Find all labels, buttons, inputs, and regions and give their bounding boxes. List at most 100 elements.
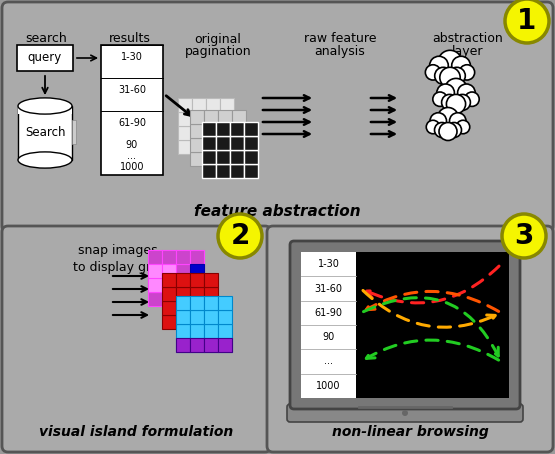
Bar bbox=[244, 150, 258, 164]
Bar bbox=[162, 301, 176, 315]
Bar bbox=[244, 122, 258, 136]
Bar bbox=[18, 106, 72, 114]
Bar bbox=[176, 287, 190, 301]
Bar bbox=[230, 164, 244, 178]
Bar bbox=[204, 110, 218, 124]
Bar bbox=[178, 126, 192, 140]
Bar bbox=[190, 287, 204, 301]
Circle shape bbox=[435, 123, 450, 138]
Circle shape bbox=[442, 94, 458, 110]
Bar bbox=[204, 310, 218, 324]
Bar bbox=[162, 278, 176, 292]
Circle shape bbox=[402, 410, 408, 416]
Bar bbox=[148, 264, 162, 278]
Bar bbox=[148, 278, 162, 292]
Text: snap images
to display grid: snap images to display grid bbox=[73, 244, 163, 274]
Bar bbox=[148, 278, 162, 292]
Circle shape bbox=[218, 214, 262, 258]
Bar bbox=[190, 152, 204, 166]
Circle shape bbox=[505, 0, 549, 43]
Bar bbox=[202, 150, 216, 164]
Bar bbox=[301, 252, 509, 398]
Bar bbox=[192, 126, 206, 140]
Bar bbox=[190, 124, 204, 138]
Bar bbox=[190, 301, 204, 315]
Bar bbox=[220, 140, 234, 154]
Bar bbox=[204, 324, 218, 338]
Bar bbox=[162, 287, 176, 301]
Circle shape bbox=[452, 56, 471, 75]
Circle shape bbox=[465, 92, 479, 106]
Bar bbox=[190, 338, 204, 352]
Bar bbox=[192, 140, 206, 154]
Bar bbox=[218, 138, 232, 152]
Text: 61-90: 61-90 bbox=[315, 308, 342, 318]
Bar bbox=[220, 98, 234, 112]
Text: abstraction: abstraction bbox=[433, 33, 503, 45]
Bar bbox=[301, 252, 356, 398]
Bar bbox=[220, 126, 234, 140]
Bar bbox=[204, 152, 218, 166]
Bar bbox=[72, 120, 76, 144]
Bar bbox=[190, 264, 204, 278]
Text: layer: layer bbox=[452, 44, 484, 58]
Circle shape bbox=[448, 67, 465, 84]
Bar bbox=[176, 278, 190, 292]
Bar bbox=[148, 264, 162, 278]
Bar bbox=[18, 106, 72, 160]
Bar bbox=[244, 136, 258, 150]
Bar bbox=[176, 324, 190, 338]
Bar bbox=[190, 315, 204, 329]
Bar bbox=[206, 140, 220, 154]
Bar bbox=[162, 315, 176, 329]
Bar bbox=[162, 264, 176, 278]
Bar bbox=[218, 296, 232, 310]
FancyBboxPatch shape bbox=[267, 226, 553, 452]
Bar bbox=[190, 292, 204, 306]
Bar bbox=[204, 273, 218, 287]
Bar bbox=[162, 278, 176, 292]
Bar bbox=[178, 140, 192, 154]
Bar bbox=[176, 292, 190, 306]
Text: analysis: analysis bbox=[315, 44, 365, 58]
Text: non-linear browsing: non-linear browsing bbox=[332, 425, 488, 439]
Text: original: original bbox=[195, 33, 241, 45]
Bar bbox=[190, 273, 204, 287]
Text: Search: Search bbox=[25, 127, 65, 139]
FancyArrowPatch shape bbox=[366, 340, 498, 360]
Bar bbox=[216, 136, 230, 150]
Bar bbox=[148, 250, 162, 264]
Bar bbox=[232, 138, 246, 152]
Bar bbox=[218, 124, 232, 138]
Bar bbox=[192, 98, 206, 112]
Bar bbox=[232, 110, 246, 124]
Bar bbox=[204, 296, 218, 310]
Bar bbox=[230, 136, 244, 150]
FancyBboxPatch shape bbox=[287, 404, 523, 422]
Circle shape bbox=[447, 123, 462, 138]
Bar bbox=[162, 273, 176, 287]
Bar bbox=[176, 315, 190, 329]
Ellipse shape bbox=[18, 98, 72, 114]
Bar bbox=[176, 338, 190, 352]
Text: 31-60: 31-60 bbox=[315, 283, 342, 293]
Text: 90: 90 bbox=[322, 332, 335, 342]
Text: 3: 3 bbox=[514, 222, 534, 250]
Bar bbox=[218, 324, 232, 338]
Bar bbox=[204, 338, 218, 352]
Bar bbox=[218, 338, 232, 352]
Circle shape bbox=[445, 79, 467, 101]
Bar bbox=[218, 152, 232, 166]
Text: 61-90: 61-90 bbox=[118, 118, 146, 128]
Bar bbox=[202, 136, 216, 150]
Bar bbox=[190, 110, 204, 124]
Bar bbox=[204, 138, 218, 152]
Bar bbox=[218, 310, 232, 324]
Bar bbox=[202, 164, 216, 178]
Bar bbox=[216, 150, 230, 164]
Bar bbox=[216, 122, 230, 136]
Bar bbox=[101, 45, 163, 175]
Text: 1-30: 1-30 bbox=[121, 52, 143, 62]
Bar bbox=[176, 273, 190, 287]
Text: feature abstraction: feature abstraction bbox=[194, 204, 361, 219]
